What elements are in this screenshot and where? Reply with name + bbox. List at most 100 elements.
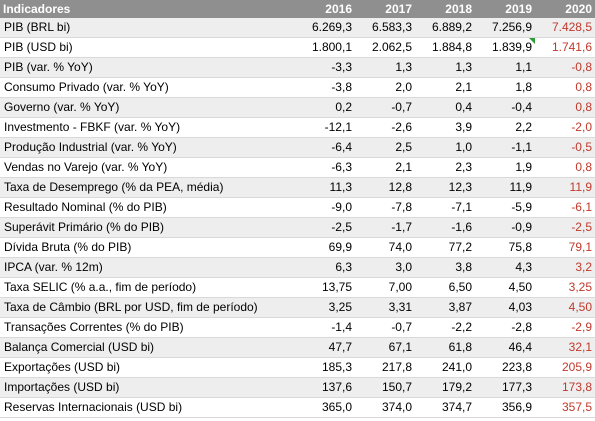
value-cell-2016: -1,4 xyxy=(295,317,355,338)
value-text: 12,3 xyxy=(448,180,472,194)
value-cell-2016: 6,3 xyxy=(295,257,355,278)
value-text: 46,4 xyxy=(508,340,532,354)
value-text: 177,3 xyxy=(501,380,532,394)
value-cell-2019: -1,1 xyxy=(475,137,535,158)
value-text: 3,8 xyxy=(455,260,472,274)
table-row: Vendas no Varejo (var. % YoY) -6,3 2,1 2,3 1… xyxy=(0,157,595,178)
value-cell-2020: 3,2 xyxy=(535,257,595,278)
value-cell-2018: 3,8 xyxy=(415,257,475,278)
value-cell-2018: -1,6 xyxy=(415,217,475,238)
indicator-label: Dívida Bruta (% do PIB) xyxy=(0,237,295,258)
value-cell-2019: 1.839,9 xyxy=(475,37,535,58)
table-row: Dívida Bruta (% do PIB) 69,9 74,0 77,2 75,8 7… xyxy=(0,237,595,258)
value-cell-2017: 150,7 xyxy=(355,377,415,398)
value-cell-2018: 179,2 xyxy=(415,377,475,398)
value-text: 4,03 xyxy=(508,300,532,314)
value-text: 0,8 xyxy=(575,100,592,114)
value-text: 4,50 xyxy=(508,280,532,294)
table-row: Resultado Nominal (% do PIB) -9,0 -7,8 -7,1… xyxy=(0,197,595,218)
value-cell-2018: 6.889,2 xyxy=(415,18,475,38)
indicator-label: Exportações (USD bi) xyxy=(0,357,295,378)
value-text: -7,1 xyxy=(451,200,472,214)
value-cell-2018: 77,2 xyxy=(415,237,475,258)
value-cell-2019: -0,9 xyxy=(475,217,535,238)
value-cell-2019: 75,8 xyxy=(475,237,535,258)
value-text: 223,8 xyxy=(501,360,532,374)
value-text: 1,1 xyxy=(515,60,532,74)
table-row: Superávit Primário (% do PIB) -2,5 -1,7 -1,… xyxy=(0,217,595,238)
value-cell-2018: 2,1 xyxy=(415,77,475,98)
value-cell-2017: 2.062,5 xyxy=(355,37,415,58)
table-row: Taxa de Câmbio (BRL por USD, fim de perí… xyxy=(0,297,595,318)
value-cell-2018: 1,3 xyxy=(415,57,475,78)
value-cell-2019: 4,3 xyxy=(475,257,535,278)
value-cell-2020: -2,0 xyxy=(535,117,595,138)
table-row: Governo (var. % YoY) 0,2 -0,7 0,4 -0,4 0,8 xyxy=(0,97,595,118)
value-cell-2020: 0,8 xyxy=(535,77,595,98)
value-text: 0,8 xyxy=(575,80,592,94)
value-text: -3,3 xyxy=(331,60,352,74)
value-cell-2016: 6.269,3 xyxy=(295,18,355,38)
value-cell-2019: 1,8 xyxy=(475,77,535,98)
value-cell-2016: 47,7 xyxy=(295,337,355,358)
value-cell-2016: 0,2 xyxy=(295,97,355,118)
value-cell-2018: 0,4 xyxy=(415,97,475,118)
value-cell-2016: 1.800,1 xyxy=(295,37,355,58)
value-text: 1,9 xyxy=(515,160,532,174)
value-cell-2018: 1,0 xyxy=(415,137,475,158)
value-cell-2019: -2,8 xyxy=(475,317,535,338)
value-text: -2,2 xyxy=(451,320,472,334)
value-cell-2016: -6,4 xyxy=(295,137,355,158)
value-text: 1.800,1 xyxy=(311,40,352,54)
value-text: -1,4 xyxy=(331,320,352,334)
value-cell-2017: 2,5 xyxy=(355,137,415,158)
indicator-label: PIB (USD bi) xyxy=(0,37,295,58)
value-text: 1,0 xyxy=(455,140,472,154)
value-text: -2,5 xyxy=(571,220,592,234)
value-text: -0,7 xyxy=(391,100,412,114)
value-text: 1.839,9 xyxy=(491,40,532,54)
value-cell-2018: 12,3 xyxy=(415,177,475,198)
value-text: 2,1 xyxy=(455,80,472,94)
indicator-label: Taxa de Desemprego (% da PEA, média) xyxy=(0,177,295,198)
indicator-label: Governo (var. % YoY) xyxy=(0,97,295,118)
value-text: 79,1 xyxy=(568,240,592,254)
value-cell-2016: -2,5 xyxy=(295,217,355,238)
value-text: 3,31 xyxy=(388,300,412,314)
indicator-label: Superávit Primário (% do PIB) xyxy=(0,217,295,238)
value-cell-2020: 205,9 xyxy=(535,357,595,378)
value-text: 3,25 xyxy=(568,280,592,294)
header-row: Indicadores 2016 2017 2018 2019 2020 xyxy=(0,0,595,18)
value-text: -1,1 xyxy=(511,140,532,154)
value-cell-2020: -2,9 xyxy=(535,317,595,338)
value-text: 2,2 xyxy=(515,120,532,134)
value-text: 2,3 xyxy=(455,160,472,174)
value-text: 11,9 xyxy=(509,180,532,194)
value-cell-2020: 32,1 xyxy=(535,337,595,358)
header-year: 2018 xyxy=(415,0,475,18)
header-year: 2017 xyxy=(355,0,415,18)
value-text: 2,1 xyxy=(395,160,412,174)
value-text: 357,5 xyxy=(561,400,592,414)
indicator-label: Investmento - FBKF (var. % YoY) xyxy=(0,117,295,138)
indicator-label: Resultado Nominal (% do PIB) xyxy=(0,197,295,218)
value-cell-2020: 3,25 xyxy=(535,277,595,298)
value-text: -6,3 xyxy=(331,160,352,174)
comment-marker-icon[interactable] xyxy=(529,38,535,44)
value-text: 6.889,2 xyxy=(431,20,472,34)
value-cell-2017: 3,31 xyxy=(355,297,415,318)
value-cell-2019: 46,4 xyxy=(475,337,535,358)
value-text: 1,3 xyxy=(395,60,412,74)
value-cell-2020: -2,5 xyxy=(535,217,595,238)
value-text: 11,3 xyxy=(329,180,352,194)
value-text: 7.428,5 xyxy=(551,20,592,34)
value-cell-2018: 3,87 xyxy=(415,297,475,318)
value-text: -6,4 xyxy=(331,140,352,154)
value-text: -12,1 xyxy=(324,120,352,134)
value-cell-2016: 185,3 xyxy=(295,357,355,378)
value-text: -2,0 xyxy=(571,120,592,134)
value-cell-2016: -12,1 xyxy=(295,117,355,138)
value-text: 137,6 xyxy=(321,380,352,394)
value-cell-2018: -7,1 xyxy=(415,197,475,218)
